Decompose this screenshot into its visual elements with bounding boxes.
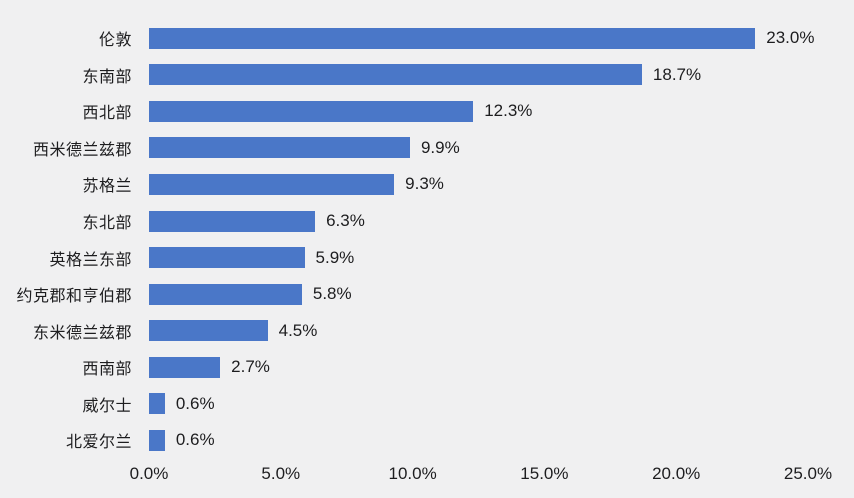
value-label: 0.6%: [175, 393, 215, 413]
value-label: 18.7%: [652, 64, 702, 84]
value-label: 5.8%: [312, 284, 352, 304]
bar: [149, 100, 474, 122]
bar-row: 苏格兰 9.3%: [0, 166, 854, 203]
bar-row: 东南部 18.7%: [0, 57, 854, 94]
value-label: 2.7%: [231, 357, 270, 377]
value-label: 5.9%: [315, 247, 355, 267]
category-label: 北爱尔兰: [65, 434, 132, 452]
bar-row: 伦敦 23.0%: [0, 20, 854, 57]
x-axis-tick-label: 0.0%: [129, 464, 169, 483]
bar: [149, 393, 165, 415]
bar-row: 北爱尔兰 0.6%: [0, 422, 854, 459]
bar: [149, 247, 305, 269]
category-label: 英格兰东部: [49, 251, 132, 269]
value-label: 4.5%: [278, 320, 318, 340]
bar: [149, 320, 268, 342]
bar-row: 英格兰东部 5.9%: [0, 239, 854, 276]
bar: [149, 27, 756, 49]
category-label: 西北部: [82, 105, 132, 123]
bar: [149, 210, 316, 232]
bar: [149, 356, 221, 378]
bar-row: 西米德兰兹郡 9.9%: [0, 130, 854, 167]
bar-row: 东米德兰兹郡 4.5%: [0, 312, 854, 349]
bar-row: 威尔士 0.6%: [0, 386, 854, 423]
bar: [149, 137, 410, 159]
value-label: 9.9%: [420, 137, 460, 157]
category-label: 威尔士: [82, 397, 132, 415]
category-label: 约克郡和亨伯郡: [16, 288, 132, 306]
value-label: 6.3%: [326, 211, 365, 231]
value-label: 0.6%: [175, 430, 215, 450]
x-axis: 0.0% 5.0% 10.0% 15.0% 20.0% 25.0%: [0, 464, 854, 488]
x-axis-tick-label: 20.0%: [652, 464, 701, 483]
bar: [149, 283, 302, 305]
bar: [149, 173, 395, 195]
bar: [149, 64, 642, 86]
x-axis-tick-label: 25.0%: [783, 464, 833, 483]
category-label: 东南部: [82, 68, 132, 86]
x-axis-tick-label: 5.0%: [261, 464, 301, 483]
bar-row: 西北部 12.3%: [0, 93, 854, 130]
value-label: 9.3%: [405, 174, 444, 194]
value-label: 12.3%: [484, 101, 533, 121]
category-label: 伦敦: [98, 32, 132, 50]
x-axis-tick-label: 10.0%: [388, 464, 437, 483]
value-label: 23.0%: [766, 28, 815, 48]
category-label: 东北部: [82, 215, 132, 233]
category-label: 西米德兰兹郡: [32, 141, 132, 159]
category-label: 西南部: [82, 361, 132, 379]
category-label: 东米德兰兹郡: [32, 324, 132, 342]
bar-row: 约克郡和亨伯郡 5.8%: [0, 276, 854, 313]
bar: [149, 429, 165, 451]
category-label: 苏格兰: [82, 178, 132, 196]
bar-row: 东北部 6.3%: [0, 203, 854, 240]
x-axis-tick-label: 15.0%: [520, 464, 569, 483]
bar-row: 西南部 2.7%: [0, 349, 854, 386]
